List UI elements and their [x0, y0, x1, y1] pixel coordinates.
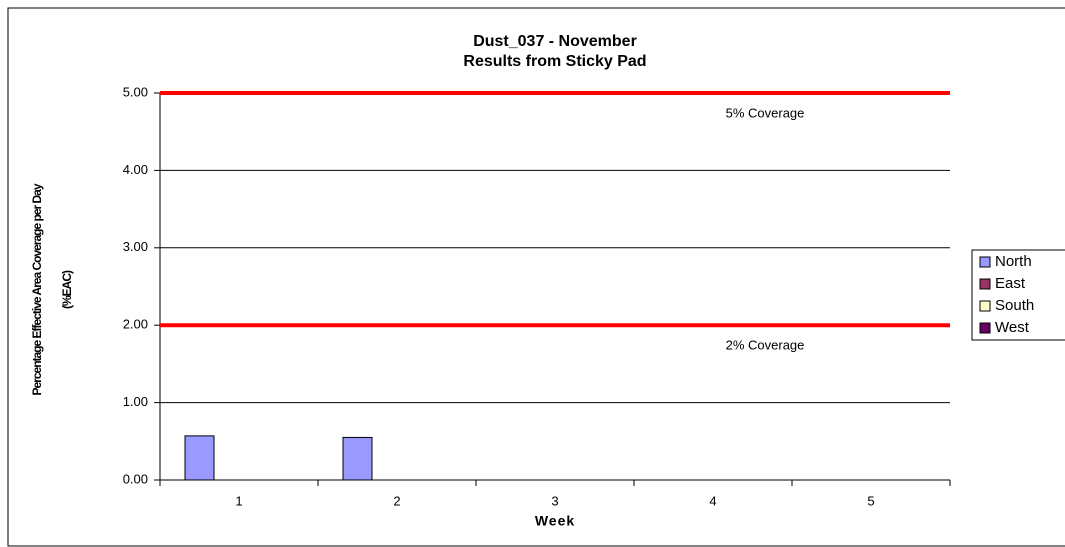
chart-title: Dust_037 - November — [473, 33, 637, 50]
x-tick-label: 2 — [393, 493, 400, 508]
legend-swatch — [979, 278, 991, 290]
x-tick-label: 3 — [551, 493, 558, 508]
x-tick-label: 5 — [867, 493, 874, 508]
y-axis-title: (%EAC) — [60, 270, 74, 309]
y-tick-label: 5.00 — [123, 84, 148, 99]
reference-label: 5% Coverage — [726, 105, 805, 120]
legend-swatch — [979, 322, 991, 334]
legend-swatch — [979, 300, 991, 312]
y-tick-label: 0.00 — [123, 471, 148, 486]
reference-label: 2% Coverage — [726, 338, 805, 353]
legend-label: West — [995, 319, 1030, 336]
y-tick-label: 1.00 — [123, 394, 148, 409]
x-axis-title: Week — [535, 513, 575, 529]
bar — [184, 435, 215, 481]
chart-subtitle: Results from Sticky Pad — [463, 53, 646, 70]
legend-label: South — [995, 297, 1034, 314]
y-tick-label: 3.00 — [123, 239, 148, 254]
chart-border — [7, 7, 1065, 547]
x-tick-label: 1 — [235, 493, 242, 508]
legend-label: East — [995, 275, 1026, 292]
y-tick-label: 4.00 — [123, 162, 148, 177]
y-tick-label: 2.00 — [123, 317, 148, 332]
legend-label: North — [995, 253, 1032, 270]
x-tick-label: 4 — [709, 493, 716, 508]
y-axis-title: Percentage Effective Area Coverage per D… — [30, 183, 44, 395]
bar — [342, 436, 373, 481]
legend-swatch — [979, 256, 991, 268]
